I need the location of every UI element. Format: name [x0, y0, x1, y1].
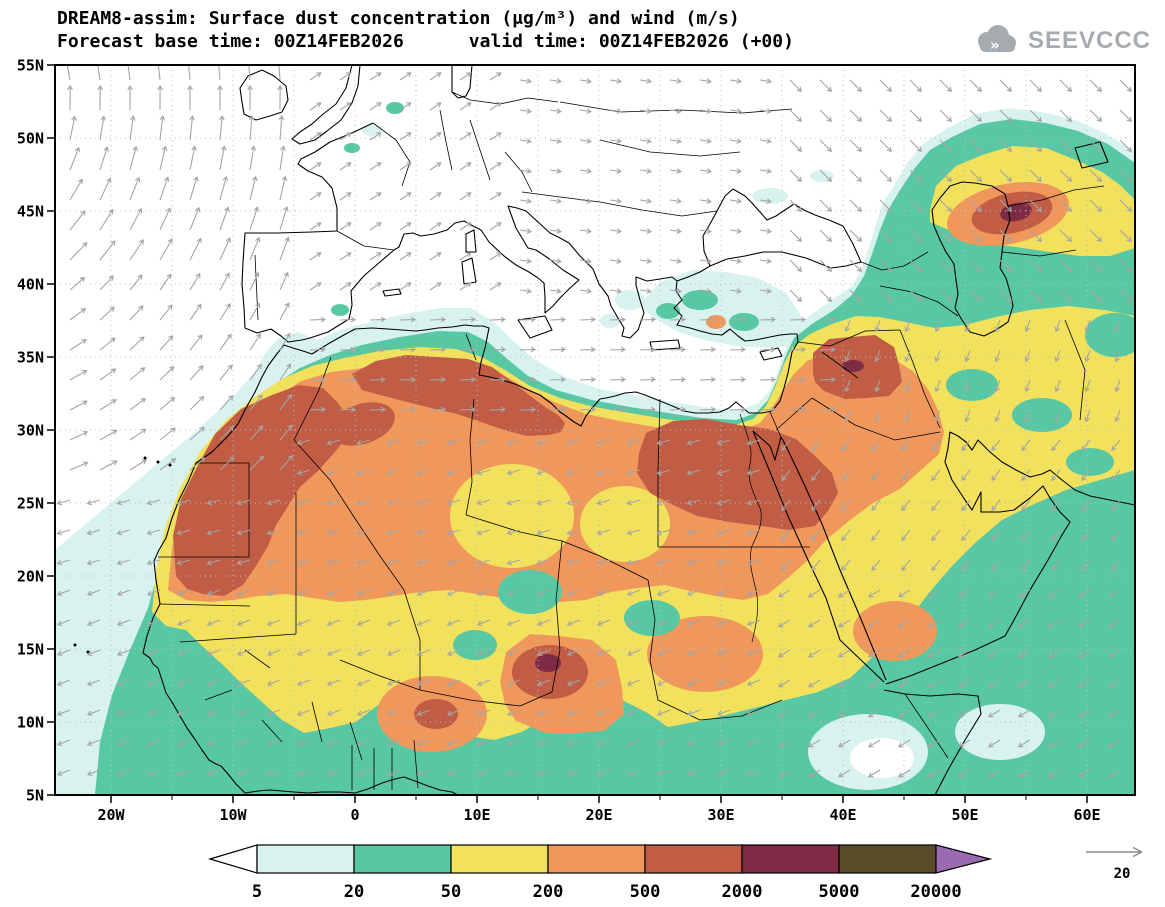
lat-tick-label: 15N	[17, 641, 44, 659]
dust-patch	[656, 303, 680, 319]
lat-tick-label: 55N	[17, 57, 44, 75]
legend-swatch	[644, 844, 743, 874]
lon-tick-label: 20E	[585, 806, 612, 824]
logo-chevrons: »	[990, 36, 1000, 54]
legend-tick-label: 20000	[910, 882, 961, 902]
legend-tick-label: 5	[252, 882, 262, 902]
dust-blob	[329, 402, 395, 446]
wind-arrows	[56, 65, 1133, 778]
geography	[73, 65, 1135, 795]
dust-patch	[955, 704, 1045, 760]
graticule	[55, 65, 1135, 795]
lon-tick-label: 60E	[1073, 806, 1100, 824]
color-legend: 5 20 50 200 500 2000 5000 20000	[207, 844, 993, 902]
dust-patch	[498, 570, 562, 614]
wind-reference-arrow	[1086, 846, 1143, 858]
dust-blob	[512, 645, 588, 699]
lon-tick-label: 10W	[219, 806, 247, 824]
dust-patch	[682, 290, 718, 310]
lon-tick-label: 40E	[829, 806, 856, 824]
lat-tick-label: 35N	[17, 349, 44, 367]
chart-title: DREAM8-assim: Surface dust concentration…	[57, 8, 740, 29]
dust-patch	[810, 170, 834, 182]
dust-region-level-5-turkey	[642, 270, 803, 348]
dust-patch	[624, 600, 680, 636]
dust-patch	[946, 369, 998, 401]
lon-tick-label: 0	[350, 806, 359, 824]
lon-tick-label: 30E	[707, 806, 734, 824]
legend-swatch	[353, 844, 452, 874]
lat-tick-label: 20N	[17, 568, 44, 586]
dust-patch	[600, 314, 620, 328]
dust-patch	[386, 102, 404, 114]
lat-tick-label: 50N	[17, 130, 44, 148]
chart-subtitle: Forecast base time: 00Z14FEB2026 valid t…	[57, 31, 794, 52]
lat-tick-label: 10N	[17, 714, 44, 732]
dust-blob-yemen	[853, 601, 937, 661]
legend-tick-label: 500	[630, 882, 661, 902]
wind-reference: 20	[1086, 846, 1143, 882]
seevccc-logo: » SEEVCCC	[970, 22, 1151, 60]
islands-dots	[73, 456, 172, 654]
map-layers	[55, 65, 1135, 795]
dust-patch	[1066, 448, 1114, 476]
lat-tick-label: 30N	[17, 422, 44, 440]
legend-arrow-left	[207, 844, 258, 874]
dust-region-level-500-morocco	[173, 385, 349, 596]
legend-tick-label: 20	[344, 882, 364, 902]
cloud-logo-icon: »	[977, 25, 1016, 54]
legend-swatch	[838, 844, 937, 874]
lat-tick-label: 5N	[26, 787, 44, 805]
legend-tick-label: 2000	[722, 882, 763, 902]
legend-swatch	[450, 844, 549, 874]
nile-river-path	[739, 413, 762, 643]
dust-patch	[344, 143, 360, 153]
dust-patch	[580, 486, 670, 562]
dust-clear-patch	[850, 738, 914, 778]
legend-arrow-right	[935, 844, 993, 874]
dust-patch	[450, 464, 574, 568]
legend-swatch	[256, 844, 355, 874]
latitude-axis: 55N 50N 45N 40N 35N 30N 25N 20N 15N 10N 5N	[17, 57, 55, 805]
longitude-axis: 20W 10W 0 10E 20E 30E 40E 50E 60E	[97, 795, 1101, 824]
legend-tick-label: 50	[441, 882, 461, 902]
wind-arrow-field	[56, 65, 1133, 778]
dust-region-level-500-coast	[352, 355, 565, 436]
dust-patch	[1085, 313, 1135, 357]
dust-patch	[453, 630, 497, 660]
lat-tick-label: 45N	[17, 203, 44, 221]
lon-tick-label: 50E	[951, 806, 978, 824]
coastlines-path	[142, 65, 1135, 795]
logo-text: SEEVCCC	[1027, 27, 1151, 54]
lon-tick-label: 10E	[463, 806, 490, 824]
dust-maximum-iraq	[842, 360, 864, 372]
legend-swatch	[547, 844, 646, 874]
dust-patch	[615, 290, 645, 310]
legend-swatch	[741, 844, 840, 874]
lat-tick-label: 25N	[17, 495, 44, 513]
dust-patch	[729, 313, 759, 331]
legend-tick-label: 200	[533, 882, 564, 902]
legend-tick-label: 5000	[819, 882, 860, 902]
dust-patch	[706, 315, 726, 329]
dust-patch	[1012, 398, 1072, 432]
dust-patch	[331, 304, 349, 316]
country-borders-path	[158, 91, 1105, 790]
lon-tick-label: 20W	[97, 806, 125, 824]
lat-tick-label: 40N	[17, 276, 44, 294]
wind-reference-value: 20	[1114, 866, 1131, 882]
dust-blob-sudan	[647, 616, 763, 692]
dust-maximum-chad	[535, 654, 561, 672]
